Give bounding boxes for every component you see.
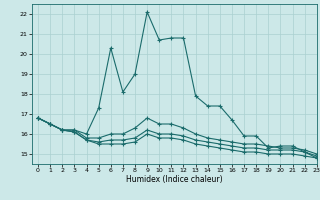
- X-axis label: Humidex (Indice chaleur): Humidex (Indice chaleur): [126, 175, 223, 184]
